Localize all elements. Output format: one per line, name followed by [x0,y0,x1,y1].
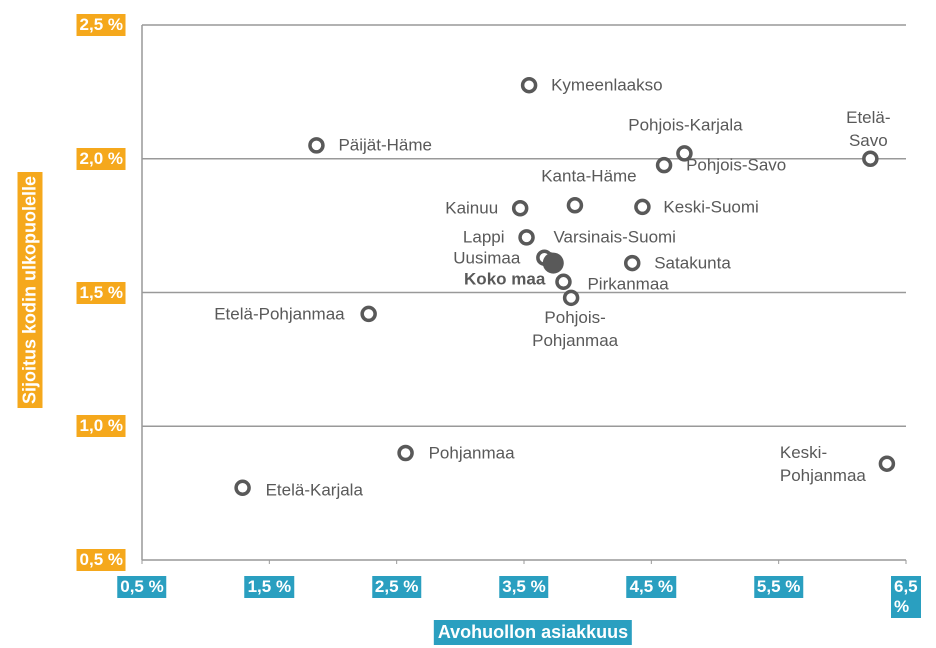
point [623,254,641,272]
point [397,444,414,462]
x-tick-label: 0,5 % [117,576,167,598]
total-label: Koko maa [464,269,546,289]
y-tick-label: 2,5 % [76,14,126,36]
point-label: Satakunta [654,253,731,273]
point-label: Etelä-Savo [846,107,891,150]
point [511,199,529,217]
point-label: Lappi [462,227,505,247]
point-label: Kanta-Häme [541,166,637,186]
point [566,197,584,214]
point [360,305,377,323]
point [878,455,896,472]
x-tick-label: 6,5 % [891,576,921,618]
point-label: Pohjois-Savo [686,155,787,175]
point-label: Pohjois-Karjala [628,115,743,135]
point-label: Uusimaa [453,248,521,268]
point [655,156,673,174]
point-label: Keski-Suomi [663,197,759,217]
point-label: Etelä-Karjala [265,480,363,500]
point-label: Pirkanmaa [587,274,669,294]
point-label: Varsinais-Suomi [553,227,676,247]
x-tick-label: 5,5 % [753,576,804,598]
point [862,150,879,167]
point-label: Päijät-Häme [338,135,432,155]
x-tick-label: 4,5 % [626,576,677,598]
point-label: Pohjois- Pohjanmaa [532,307,619,350]
y-tick-label: 0,5 % [76,549,126,571]
x-tick-label: 1,5 % [244,576,295,598]
y-tick-label: 1,0 % [76,415,126,438]
point-label: Kainuu [445,198,499,218]
y-tick-label: 1,5 % [76,281,126,304]
y-axis-title: Sijoitus kodin ulkopuolelle [17,171,43,409]
x-tick-label: 3,5 % [499,576,549,598]
point [308,137,325,154]
point [562,289,580,307]
point [234,479,251,497]
y-tick-label: 2,0 % [76,147,126,170]
point [555,273,572,291]
point [676,145,693,162]
point [634,198,651,216]
point-label: Kymeenlaakso [551,75,663,95]
point [518,229,535,246]
point [520,76,538,94]
point-label: Etelä-Pohjanmaa [214,304,345,324]
total-point [542,252,564,274]
point-label: Keski-Pohjanmaa [779,442,866,485]
x-axis-title: Avohuollon asiakkuus [433,620,633,645]
x-tick-label: 2,5 % [371,576,422,598]
point-label: Pohjanmaa [428,443,515,463]
